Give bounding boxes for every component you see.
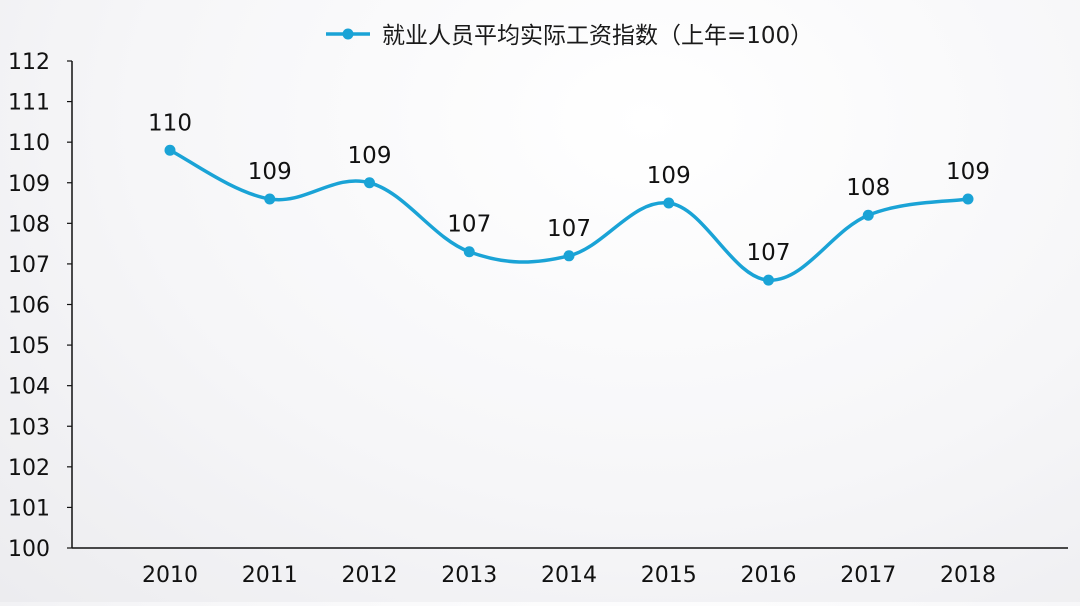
data-label: 109 <box>348 143 392 169</box>
y-tick-label: 104 <box>8 375 50 400</box>
data-point <box>763 274 774 286</box>
x-tick-label: 2011 <box>242 563 298 588</box>
data-label: 107 <box>547 216 591 242</box>
chart-legend: 就业人员平均实际工资指数（上年=100） <box>326 23 813 49</box>
data-label: 107 <box>447 212 491 238</box>
series-layer: 110 109 109 107 107 109 107 108 109 <box>148 110 990 286</box>
data-label: 110 <box>148 110 192 136</box>
y-tick-label: 109 <box>8 172 50 197</box>
x-tick-label: 2014 <box>541 563 597 588</box>
y-tick-label: 102 <box>8 456 50 481</box>
data-label: 108 <box>846 175 890 201</box>
legend-dot-marker <box>342 28 354 40</box>
y-tick-label: 106 <box>8 294 50 319</box>
x-tick-label: 2010 <box>142 563 198 588</box>
y-tick-label: 112 <box>8 50 50 75</box>
y-tick-label: 101 <box>8 496 50 521</box>
data-point <box>962 193 974 205</box>
y-tick-label: 100 <box>8 537 50 562</box>
data-point <box>463 246 475 258</box>
x-tick-label: 2017 <box>840 563 896 588</box>
data-point <box>364 177 375 189</box>
y-tick-label: 103 <box>8 415 50 440</box>
x-axis: 2010 2011 2012 2013 2014 2015 2016 2017 2018 <box>72 547 1068 588</box>
x-tick-label: 2013 <box>441 563 497 588</box>
y-tick-label: 105 <box>8 334 50 359</box>
data-label: 109 <box>946 159 990 185</box>
x-tick-label: 2015 <box>641 563 697 588</box>
data-point <box>862 209 874 221</box>
data-label: 109 <box>647 163 691 189</box>
data-label: 107 <box>747 240 791 266</box>
y-tick-label: 108 <box>8 212 50 237</box>
data-point <box>164 144 176 156</box>
data-point <box>563 250 575 262</box>
x-tick-label: 2012 <box>342 563 398 588</box>
x-tick-label: 2016 <box>741 563 797 588</box>
y-tick-label: 111 <box>8 91 50 116</box>
x-tick-label: 2018 <box>940 563 996 588</box>
data-point <box>663 197 675 209</box>
legend-label: 就业人员平均实际工资指数（上年=100） <box>382 23 813 49</box>
y-tick-label: 107 <box>8 253 50 278</box>
y-tick-label: 110 <box>8 131 50 156</box>
y-axis: 100 101 102 103 104 105 106 107 108 109 110 111 112 <box>8 50 73 562</box>
data-point <box>264 193 276 205</box>
data-label: 109 <box>248 159 292 185</box>
